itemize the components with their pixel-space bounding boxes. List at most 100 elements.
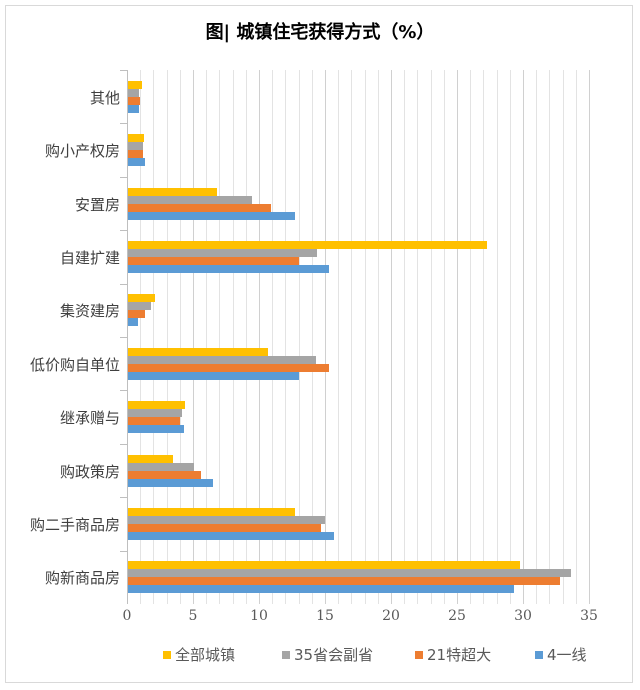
gridline <box>140 70 142 604</box>
category-tick <box>120 176 127 178</box>
bar <box>127 363 329 372</box>
gridline <box>404 70 406 604</box>
category-label: 购二手商品房 <box>29 515 120 534</box>
bar <box>127 561 521 570</box>
gridline <box>311 70 313 604</box>
bar <box>127 203 271 212</box>
legend-swatch-icon <box>535 650 543 659</box>
gridline <box>259 70 260 604</box>
gridline <box>430 70 432 604</box>
x-tick-label: 0 <box>122 608 132 624</box>
gridline <box>417 70 419 604</box>
legend-item: 4一线 <box>535 644 587 665</box>
bar <box>127 302 151 311</box>
bar <box>127 347 269 356</box>
gridline <box>285 70 287 604</box>
gridline <box>166 70 168 604</box>
x-tick-label: 30 <box>514 608 532 624</box>
category-tick <box>120 283 127 285</box>
category-label: 低价购自单位 <box>29 355 120 374</box>
bar <box>127 569 571 578</box>
bar <box>127 104 139 113</box>
gridline <box>153 70 155 604</box>
category-tick <box>120 123 127 125</box>
legend-label: 4一线 <box>547 646 587 664</box>
plot-area <box>127 70 592 604</box>
legend-swatch-icon <box>282 650 290 659</box>
x-tick-label: 15 <box>316 608 334 624</box>
legend: 全部城镇 35省会副省 21特超大 4一线 <box>0 644 640 668</box>
y-axis-line <box>127 70 128 604</box>
legend-swatch-icon <box>415 650 423 659</box>
chart-title: 图| 城镇住宅获得方式（%） <box>205 22 435 43</box>
bar <box>127 158 146 167</box>
bar <box>127 355 316 364</box>
bar <box>127 248 318 257</box>
category-label: 购小产权房 <box>44 142 120 161</box>
gridline <box>470 70 472 604</box>
category-tick <box>120 337 127 338</box>
bar <box>127 585 514 594</box>
bar <box>127 318 138 327</box>
gridline <box>206 70 208 604</box>
bar <box>127 425 184 434</box>
gridline <box>298 70 300 604</box>
bar <box>127 371 299 380</box>
category-tick <box>120 70 127 71</box>
bar <box>127 470 201 479</box>
chart-frame <box>5 5 633 683</box>
gridline <box>483 70 485 604</box>
category-label: 集资建房 <box>59 302 120 321</box>
bar <box>127 96 141 105</box>
gridline <box>351 70 353 604</box>
gridline <box>377 70 379 604</box>
gridline <box>232 70 234 604</box>
bar <box>127 401 186 410</box>
gridline <box>193 70 194 604</box>
gridline <box>589 70 590 604</box>
bar <box>127 531 335 540</box>
category-label: 其他 <box>89 88 120 107</box>
category-label: 购新商品房 <box>44 569 120 588</box>
category-label: 自建扩建 <box>59 248 120 267</box>
gridline <box>549 70 551 604</box>
bar <box>127 454 174 463</box>
category-tick <box>120 497 127 499</box>
bar <box>127 195 253 204</box>
gridline <box>219 70 221 604</box>
bar <box>127 256 299 265</box>
gridline <box>496 70 498 604</box>
bar <box>127 134 145 143</box>
gridline <box>272 70 274 604</box>
bar <box>127 577 560 586</box>
category-tick <box>120 390 127 392</box>
gridline <box>509 70 511 604</box>
legend-swatch-icon <box>163 650 171 659</box>
bar <box>127 417 180 426</box>
bar <box>127 142 143 151</box>
gridline <box>523 70 524 604</box>
gridline <box>364 70 366 604</box>
bar <box>127 88 139 97</box>
bar <box>127 211 295 220</box>
gridline <box>536 70 538 604</box>
gridline <box>391 70 392 604</box>
bar <box>127 462 195 471</box>
x-tick-label: 5 <box>188 608 198 624</box>
legend-item: 全部城镇 <box>163 644 235 665</box>
category-tick <box>120 443 127 445</box>
gridline <box>338 70 340 604</box>
bar <box>127 310 146 319</box>
bar <box>127 150 143 159</box>
x-tick-label: 35 <box>580 608 598 624</box>
category-label: 继承赠与 <box>59 409 120 428</box>
x-tick-label: 20 <box>382 608 400 624</box>
legend-label: 21特超大 <box>427 646 492 664</box>
bar <box>127 409 183 418</box>
bar <box>127 507 295 516</box>
category-label: 安置房 <box>74 195 120 214</box>
bar <box>127 80 142 89</box>
gridline <box>443 70 445 604</box>
bar <box>127 240 488 249</box>
legend-label: 全部城镇 <box>175 646 236 664</box>
